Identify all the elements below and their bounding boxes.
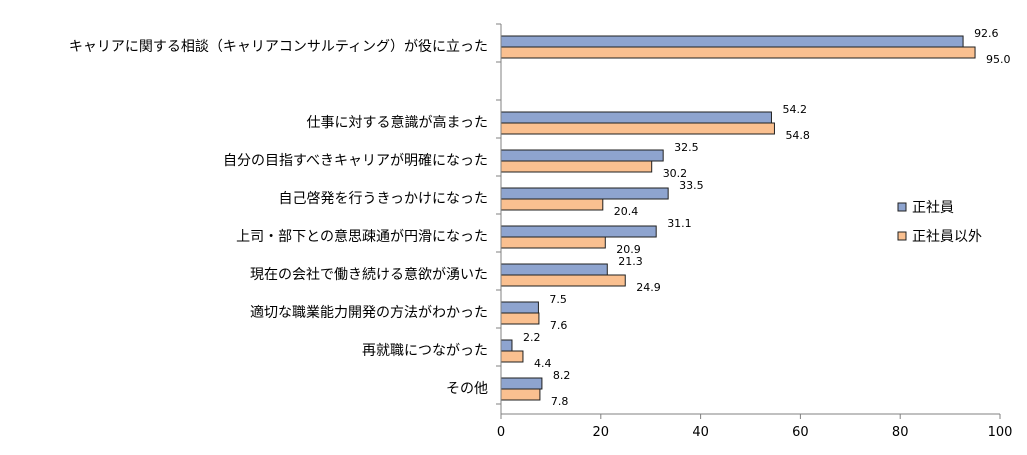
legend-swatch <box>897 231 907 241</box>
data-label: 24.9 <box>636 281 661 294</box>
bar-seishain <box>500 187 669 200</box>
data-label: 31.1 <box>667 217 692 230</box>
category-label: 上司・部下との意思疎通が円滑になった <box>236 228 488 245</box>
category-label: 自分の目指すべきキャリアが明確になった <box>223 153 488 169</box>
category-label: 適切な職業能力開発の方法がわかった <box>250 304 488 321</box>
x-tick-label: 100 <box>988 425 1013 440</box>
data-label: 4.4 <box>534 357 552 370</box>
bar-seishain-igai <box>500 312 540 325</box>
data-label: 30.2 <box>663 167 688 180</box>
x-tick-label: 0 <box>497 425 505 440</box>
data-label: 92.6 <box>974 27 999 40</box>
data-label: 8.2 <box>553 369 571 382</box>
data-label: 7.5 <box>549 293 567 306</box>
category-label: 自己啓発を行うきっかけになった <box>279 191 488 207</box>
bar-seishain-igai <box>500 274 626 287</box>
legend-swatch <box>897 202 907 212</box>
category-label: キャリアに関する相談（キャリアコンサルティング）が役に立った <box>69 39 488 55</box>
legend-label: 正社員以外 <box>912 229 982 245</box>
category-label: 再就職につながった <box>362 343 488 359</box>
data-label: 2.2 <box>523 331 541 344</box>
data-label: 20.4 <box>614 205 639 218</box>
data-label: 54.2 <box>782 103 807 116</box>
bar-seishain <box>500 263 608 276</box>
category-label: 現在の会社で働き続ける意欲が湧いた <box>250 266 488 283</box>
bar-seishain-igai <box>500 236 606 249</box>
bar-seishain <box>500 35 964 48</box>
bar-seishain-igai <box>500 46 976 59</box>
bar-seishain-igai <box>500 388 541 401</box>
bar-seishain-igai <box>500 122 775 135</box>
x-tick-label: 60 <box>792 425 809 440</box>
bar-seishain <box>500 301 539 314</box>
x-tick-label: 20 <box>593 425 610 440</box>
bar-seishain <box>500 339 513 352</box>
legend-label: 正社員 <box>912 200 954 216</box>
bar-seishain-igai <box>500 350 524 363</box>
data-label: 7.8 <box>551 395 569 408</box>
bar-seishain <box>500 225 657 238</box>
x-tick-label: 80 <box>892 425 909 440</box>
data-label: 21.3 <box>618 255 643 268</box>
x-tick-label: 40 <box>692 425 709 440</box>
category-label: 仕事に対する意識が高まった <box>307 114 488 131</box>
data-label: 32.5 <box>674 141 699 154</box>
data-label: 20.9 <box>616 243 641 256</box>
bar-seishain <box>500 377 543 390</box>
data-label: 54.8 <box>785 129 810 142</box>
data-label: 33.5 <box>679 179 704 192</box>
bar-seishain <box>500 111 772 124</box>
data-label: 95.0 <box>986 53 1011 66</box>
bar-seishain-igai <box>500 160 653 173</box>
category-label: その他 <box>446 381 488 397</box>
bar-seishain-igai <box>500 198 604 211</box>
bar-seishain <box>500 149 664 162</box>
data-label: 7.6 <box>550 319 568 332</box>
